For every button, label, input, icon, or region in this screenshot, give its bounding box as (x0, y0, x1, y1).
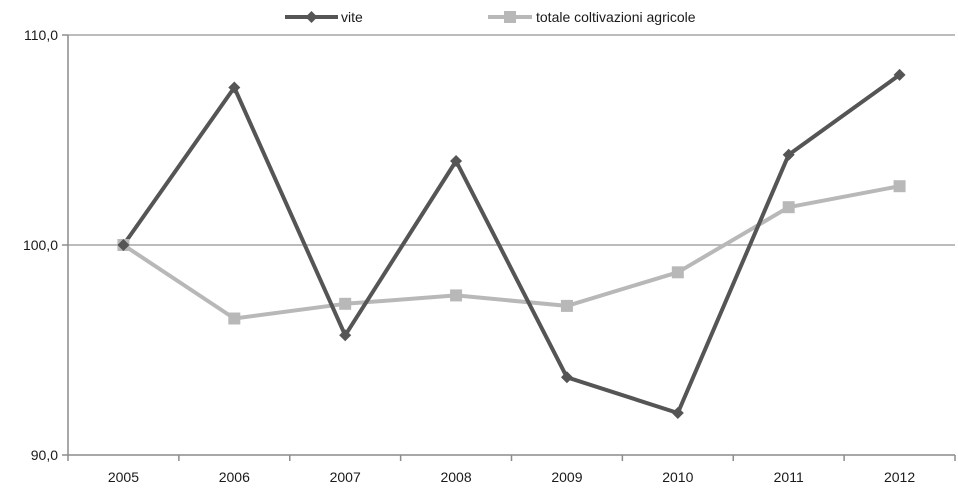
legend-label: totale coltivazioni agricole (536, 9, 696, 25)
tick-labels: 90,0 100,0 110,0 2005 2006 2007 2008 2009 2010 20… (23, 27, 915, 485)
series-line-1 (122, 184, 900, 321)
x-tick-label: 2012 (884, 469, 915, 485)
data-point-0 (117, 239, 130, 251)
legend-label: vite (341, 9, 363, 25)
series-markers (117, 68, 906, 419)
x-tick-label: 2011 (774, 469, 804, 485)
legend-swatch-marker (504, 11, 516, 23)
x-tick-label: 2006 (219, 469, 250, 485)
x-tick-label: 2009 (551, 469, 582, 485)
data-point-1 (228, 312, 241, 325)
data-point-0 (339, 329, 352, 342)
legend: vite totale coltivazioni agricole (285, 9, 696, 25)
series-line-0 (121, 73, 901, 415)
x-tick-label: 2007 (330, 469, 361, 485)
y-tick-label: 100,0 (23, 237, 58, 253)
data-point-0 (671, 407, 684, 419)
data-point-1 (560, 299, 573, 312)
data-point-1 (450, 289, 463, 302)
gridlines (68, 34, 955, 246)
x-tick-label: 2005 (108, 469, 139, 485)
axes (62, 34, 956, 461)
data-point-0 (560, 371, 573, 384)
x-tick-label: 2010 (662, 469, 693, 485)
y-tick-label: 90,0 (31, 447, 58, 463)
legend-swatch-marker (305, 11, 318, 23)
data-point-1 (339, 297, 352, 310)
data-point-1 (893, 180, 906, 193)
data-point-0 (782, 148, 795, 161)
data-point-1 (671, 266, 684, 279)
data-point-0 (893, 68, 906, 81)
data-point-1 (782, 201, 795, 214)
series-lines (121, 73, 901, 415)
x-tick-label: 2008 (440, 469, 471, 485)
data-point-0 (228, 81, 241, 94)
y-tick-label: 110,0 (24, 27, 58, 43)
data-point-0 (450, 155, 463, 167)
